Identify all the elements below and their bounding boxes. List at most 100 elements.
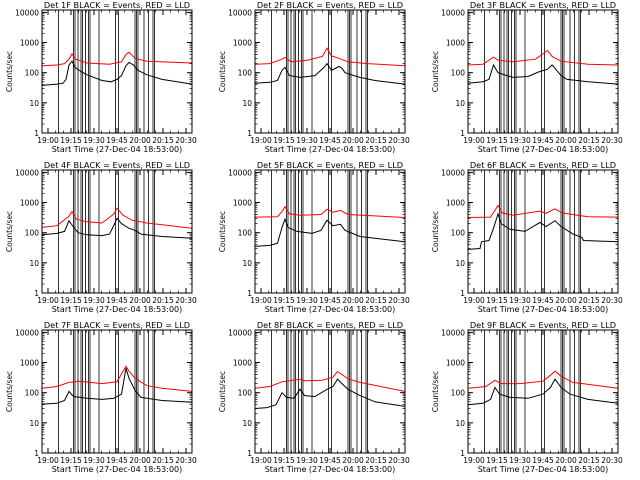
x-tick-label: 19:00 (37, 136, 59, 145)
y-tick-label: 100 (25, 389, 40, 398)
y-tick-label: 10000 (15, 8, 39, 17)
x-tick-label: 19:30 (509, 296, 531, 305)
x-tick-label: 19:45 (319, 136, 341, 145)
x-axis-label: Start Time (27-Dec-04 18:53:00) (52, 145, 183, 154)
x-tick-label: 19:30 (83, 296, 105, 305)
y-axis-label: Counts/sec (218, 51, 227, 92)
y-tick-label: 1000 (20, 39, 39, 48)
plot-frame (41, 9, 193, 134)
x-tick-label: 19:15 (486, 296, 508, 305)
events-series-line (254, 62, 406, 85)
x-axis-label: Start Time (27-Dec-04 18:53:00) (52, 465, 183, 474)
x-tick-label: 19:30 (509, 456, 531, 465)
y-tick-label: 10 (455, 419, 465, 428)
x-tick-label: 19:15 (486, 456, 508, 465)
x-tick-label: 20:30 (601, 136, 623, 145)
y-tick-label: 10000 (228, 8, 252, 17)
lld-series-line (41, 51, 193, 67)
x-axis-label: Start Time (27-Dec-04 18:53:00) (478, 305, 609, 314)
y-tick-label: 1000 (446, 199, 465, 208)
events-series-line (467, 63, 619, 85)
lld-series-line (467, 370, 619, 389)
y-tick-label: 10000 (228, 168, 252, 177)
y-tick-label: 100 (238, 69, 253, 78)
y-tick-label: 1000 (233, 199, 252, 208)
detector-panel-9: Det 9F BLACK = Events, RED = LLD 1 10 100 10… (431, 320, 623, 474)
y-tick-label: 1000 (233, 359, 252, 368)
y-tick-label: 1 (460, 129, 465, 138)
x-tick-label: 20:30 (388, 136, 410, 145)
x-tick-label: 20:30 (175, 296, 197, 305)
x-tick-label: 19:15 (273, 136, 295, 145)
y-tick-label: 1 (247, 289, 252, 298)
y-tick-label: 100 (238, 389, 253, 398)
plot-frame (467, 169, 619, 294)
y-tick-label: 10 (242, 419, 252, 428)
x-tick-label: 19:30 (83, 136, 105, 145)
x-tick-label: 20:30 (175, 456, 197, 465)
y-tick-label: 10 (29, 419, 39, 428)
y-tick-label: 1 (34, 449, 39, 458)
x-axis-label: Start Time (27-Dec-04 18:53:00) (478, 465, 609, 474)
y-axis-label: Counts/sec (431, 371, 440, 412)
y-tick-label: 10000 (15, 168, 39, 177)
x-axis-label: Start Time (27-Dec-04 18:53:00) (52, 305, 183, 314)
x-tick-label: 19:15 (60, 136, 82, 145)
x-tick-label: 20:00 (129, 456, 151, 465)
x-tick-label: 20:15 (365, 456, 387, 465)
x-tick-label: 19:15 (273, 456, 295, 465)
plot-frame (41, 329, 193, 454)
x-axis-label: Start Time (27-Dec-04 18:53:00) (265, 145, 396, 154)
plot-frame (254, 329, 406, 454)
x-tick-label: 19:45 (106, 136, 128, 145)
y-tick-label: 1 (34, 129, 39, 138)
x-tick-label: 19:30 (83, 456, 105, 465)
x-tick-label: 20:00 (555, 456, 577, 465)
x-tick-label: 20:30 (175, 136, 197, 145)
y-tick-label: 1 (247, 449, 252, 458)
x-tick-label: 20:00 (555, 296, 577, 305)
x-tick-label: 19:00 (37, 456, 59, 465)
x-tick-label: 20:30 (388, 456, 410, 465)
y-tick-label: 100 (25, 69, 40, 78)
chart-title: Det 1F BLACK = Events, RED = LLD (44, 0, 190, 10)
y-axis-label: Counts/sec (218, 371, 227, 412)
y-tick-label: 1000 (446, 39, 465, 48)
x-tick-label: 19:00 (250, 136, 272, 145)
lld-series-line (41, 365, 193, 392)
lld-series-line (254, 47, 406, 67)
x-tick-label: 19:45 (532, 136, 554, 145)
detector-panel-7: Det 7F BLACK = Events, RED = LLD 1 10 100 10… (5, 320, 197, 474)
x-tick-label: 19:00 (463, 296, 485, 305)
x-tick-label: 20:15 (365, 296, 387, 305)
chart-title: Det 8F BLACK = Events, RED = LLD (257, 320, 403, 330)
y-tick-label: 10 (242, 259, 252, 268)
y-tick-label: 100 (25, 229, 40, 238)
chart-title: Det 3F BLACK = Events, RED = LLD (470, 0, 616, 10)
x-tick-label: 19:00 (250, 296, 272, 305)
x-tick-label: 19:00 (463, 136, 485, 145)
x-tick-label: 20:00 (342, 456, 364, 465)
detector-panel-2: Det 2F BLACK = Events, RED = LLD 1 10 100 10… (218, 0, 410, 154)
y-tick-label: 1 (247, 129, 252, 138)
y-tick-label: 10000 (441, 328, 465, 337)
x-tick-label: 19:45 (106, 296, 128, 305)
x-tick-label: 19:45 (532, 296, 554, 305)
y-tick-label: 100 (238, 229, 253, 238)
x-axis-label: Start Time (27-Dec-04 18:53:00) (265, 305, 396, 314)
chart-title: Det 7F BLACK = Events, RED = LLD (44, 320, 190, 330)
x-tick-label: 20:15 (152, 296, 174, 305)
x-tick-label: 19:45 (532, 456, 554, 465)
y-tick-label: 1000 (233, 39, 252, 48)
y-axis-label: Counts/sec (5, 371, 14, 412)
chart-title: Det 6F BLACK = Events, RED = LLD (470, 160, 616, 170)
x-tick-label: 19:15 (60, 296, 82, 305)
x-tick-label: 20:00 (129, 296, 151, 305)
events-series-line (467, 212, 619, 250)
events-series-line (41, 60, 193, 86)
y-tick-label: 10000 (15, 328, 39, 337)
y-tick-label: 10 (455, 259, 465, 268)
detector-panel-6: Det 6F BLACK = Events, RED = LLD 1 10 100 10… (431, 160, 623, 314)
x-axis-label: Start Time (27-Dec-04 18:53:00) (265, 465, 396, 474)
